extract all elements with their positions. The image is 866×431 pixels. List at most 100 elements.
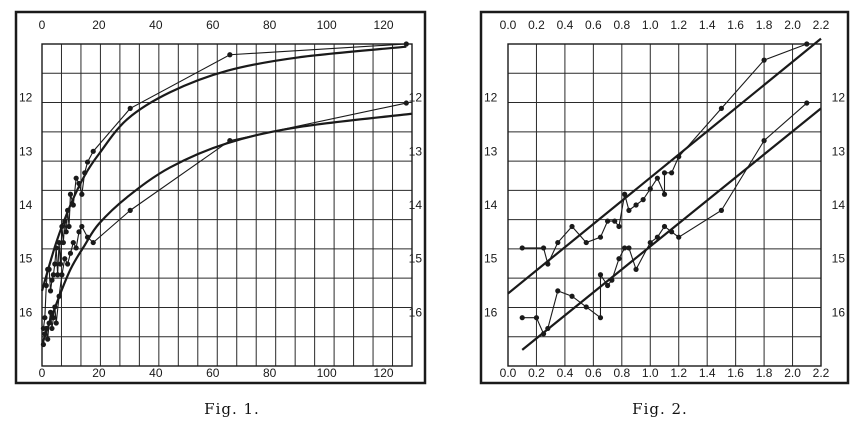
- y-tick-label-left: 13: [19, 144, 33, 158]
- y-tick-label-left: 14: [484, 198, 498, 212]
- data-polyline: [42, 43, 407, 329]
- y-tick-label-right: 12: [832, 91, 846, 105]
- y-tick-label-left: 16: [19, 305, 33, 319]
- data-point: [540, 245, 547, 251]
- data-point: [718, 207, 725, 213]
- x-tick-label-top: 40: [149, 18, 163, 32]
- x-tick-label-bottom: 120: [374, 366, 394, 380]
- data-point: [616, 256, 622, 262]
- data-point: [640, 197, 646, 203]
- y-tick-label-right: 12: [409, 91, 423, 105]
- fig2-panel: 0.0 0.0 0.2 0.2 0.4 0.4 0.6 0.6 0.8 0.8 1.0 1.0 1.2 1…: [479, 10, 850, 385]
- data-point: [53, 320, 59, 326]
- data-point: [597, 272, 604, 278]
- data-point: [661, 191, 668, 197]
- data-point: [633, 202, 639, 208]
- x-tick-label-top: 0.4: [557, 18, 574, 32]
- x-tick-label-bottom: 2.2: [813, 366, 830, 380]
- y-tick-label-left: 14: [19, 198, 33, 212]
- x-tick-label-bottom: 0.4: [557, 366, 574, 380]
- data-point: [127, 207, 133, 213]
- x-tick-label-bottom: 0.0: [500, 366, 517, 380]
- y-tick-label-right: 16: [832, 305, 846, 319]
- data-point: [49, 325, 55, 332]
- data-point: [669, 170, 675, 176]
- plot-frame: [41, 43, 413, 367]
- x-tick-label-top: 0.0: [500, 18, 517, 32]
- data-point: [403, 41, 409, 47]
- data-point: [804, 100, 810, 106]
- data-point: [55, 272, 61, 278]
- x-tick-label-bottom: 80: [263, 366, 277, 380]
- data-point: [67, 250, 74, 256]
- data-point: [84, 159, 91, 165]
- data-point: [70, 239, 76, 246]
- fig2-caption: Fig. 2.: [632, 400, 688, 418]
- y-tick-label-left: 15: [484, 252, 498, 266]
- x-tick-label-top: 80: [263, 18, 277, 32]
- data-point: [761, 138, 767, 144]
- data-point: [604, 282, 611, 289]
- data-point: [597, 315, 604, 321]
- x-tick-label-bottom: 0.2: [528, 366, 545, 380]
- x-tick-label-top: 2.2: [813, 18, 830, 32]
- data-point: [583, 239, 589, 246]
- outer-frame: [14, 10, 427, 385]
- data-point: [65, 261, 71, 267]
- x-tick-label-bottom: 100: [317, 366, 337, 380]
- data-point: [647, 239, 653, 246]
- data-point: [622, 191, 628, 197]
- data-point: [90, 148, 96, 154]
- data-point: [612, 218, 618, 224]
- x-tick-label-top: 0.8: [613, 18, 630, 32]
- x-tick-label-top: 60: [206, 18, 220, 32]
- x-tick-label-top: 1.2: [670, 18, 687, 32]
- data-point: [654, 175, 660, 181]
- data-point: [227, 52, 233, 58]
- data-point: [57, 261, 64, 267]
- data-point: [761, 57, 767, 63]
- data-point: [718, 105, 725, 111]
- y-tick-label-right: 15: [409, 252, 423, 266]
- outer-frame: [479, 10, 850, 385]
- y-tick-label-right: 16: [409, 305, 423, 319]
- data-point: [676, 234, 682, 240]
- y-tick-label-right: 13: [409, 144, 423, 158]
- x-tick-label-top: 1.8: [756, 18, 773, 32]
- data-point: [50, 272, 56, 278]
- data-point: [519, 245, 525, 251]
- x-tick-label-top: 0.2: [528, 18, 545, 32]
- y-tick-label-right: 15: [832, 252, 846, 266]
- data-point: [127, 105, 133, 111]
- x-tick-label-bottom: 0: [39, 366, 46, 380]
- x-tick-label-top: 0.6: [585, 18, 602, 32]
- data-point: [804, 41, 810, 47]
- data-point: [59, 272, 65, 278]
- data-point: [626, 245, 632, 251]
- data-point: [62, 256, 68, 262]
- x-tick-label-top: 1.4: [699, 18, 716, 32]
- data-point: [79, 223, 85, 230]
- fig1-caption: Fig. 1.: [204, 400, 260, 418]
- data-point: [403, 100, 409, 106]
- y-tick-label-left: 13: [484, 144, 498, 158]
- x-tick-label-bottom: 60: [206, 366, 220, 380]
- fig1-panel: 0 0 20 20 40 40 60 60 80 80 100 100 120 120 12 12 13 13 14…: [14, 10, 427, 385]
- data-point: [569, 293, 575, 299]
- x-tick-label-top: 2.0: [784, 18, 801, 32]
- x-tick-label-bottom: 1.6: [727, 366, 744, 380]
- x-tick-label-top: 100: [317, 18, 337, 32]
- data-point: [90, 239, 96, 246]
- data-point: [49, 277, 55, 283]
- y-tick-label-right: 14: [832, 198, 846, 212]
- x-tick-label-bottom: 20: [92, 366, 106, 380]
- data-point: [45, 336, 51, 342]
- data-point: [626, 207, 632, 213]
- x-tick-label-top: 0: [39, 18, 46, 32]
- data-point: [76, 229, 82, 235]
- x-tick-label-top: 1.6: [727, 18, 744, 32]
- data-point: [66, 223, 72, 230]
- y-tick-label-left: 15: [19, 252, 33, 266]
- data-point: [661, 223, 668, 230]
